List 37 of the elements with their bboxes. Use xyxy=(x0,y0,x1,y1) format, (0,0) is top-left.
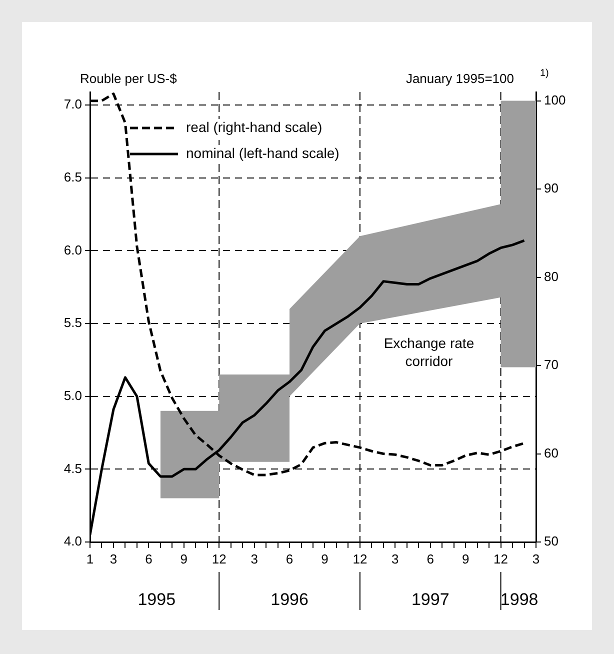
x-tick-label: 12 xyxy=(212,551,226,566)
y-tick-label: 6.5 xyxy=(64,170,82,184)
x-tick-label: 6 xyxy=(286,551,294,566)
x2-tick-label: 1996 xyxy=(270,590,308,609)
y-axis-title: Rouble per US-$ xyxy=(80,71,178,86)
y2-tick-label: 100 xyxy=(544,92,566,108)
y2-tick-label: 50 xyxy=(544,534,558,549)
y-tick-label: 4.0 xyxy=(64,534,82,549)
x-tick-label: 9 xyxy=(462,551,470,566)
y-tick-label: 7.0 xyxy=(64,96,82,112)
x-tick-label: 3 xyxy=(392,551,399,566)
x-tick-label: 9 xyxy=(180,551,188,566)
y-tick-label: 4.5 xyxy=(64,460,82,476)
y2-axis-title: January 1995=100 xyxy=(406,71,514,86)
x2-tick-label: 1995 xyxy=(138,590,176,609)
y2-tick-label: 80 xyxy=(544,268,558,284)
x-tick-label: 12 xyxy=(352,551,368,566)
x-tick-label: 9 xyxy=(321,551,328,566)
y-tick-label: 6.0 xyxy=(64,242,82,258)
y-tick-label: 5.5 xyxy=(64,315,82,330)
x-tick-label: 12 xyxy=(494,551,508,566)
legend-label: real (right-hand scale) xyxy=(186,118,322,135)
y2-tick-label: 90 xyxy=(544,180,558,196)
text: 1) xyxy=(540,68,549,79)
x-tick-label: 6 xyxy=(426,551,434,566)
x2-tick-label: 1998 xyxy=(500,590,538,609)
x-tick-label: 3 xyxy=(250,551,258,566)
x-tick-label: 3 xyxy=(110,551,118,566)
x-tick-label: 3 xyxy=(532,551,540,566)
y-tick-label: 5.0 xyxy=(64,388,82,403)
legend-label: nominal (left-hand scale) xyxy=(186,144,340,161)
x-tick-label: 6 xyxy=(145,551,152,566)
y2-tick-label: 60 xyxy=(544,445,558,460)
annotation: Exchange rate corridor xyxy=(384,334,474,369)
x2-tick-label: 1997 xyxy=(411,590,450,609)
y2-tick-label: 70 xyxy=(544,357,558,372)
x-tick-label: 1 xyxy=(86,551,94,566)
